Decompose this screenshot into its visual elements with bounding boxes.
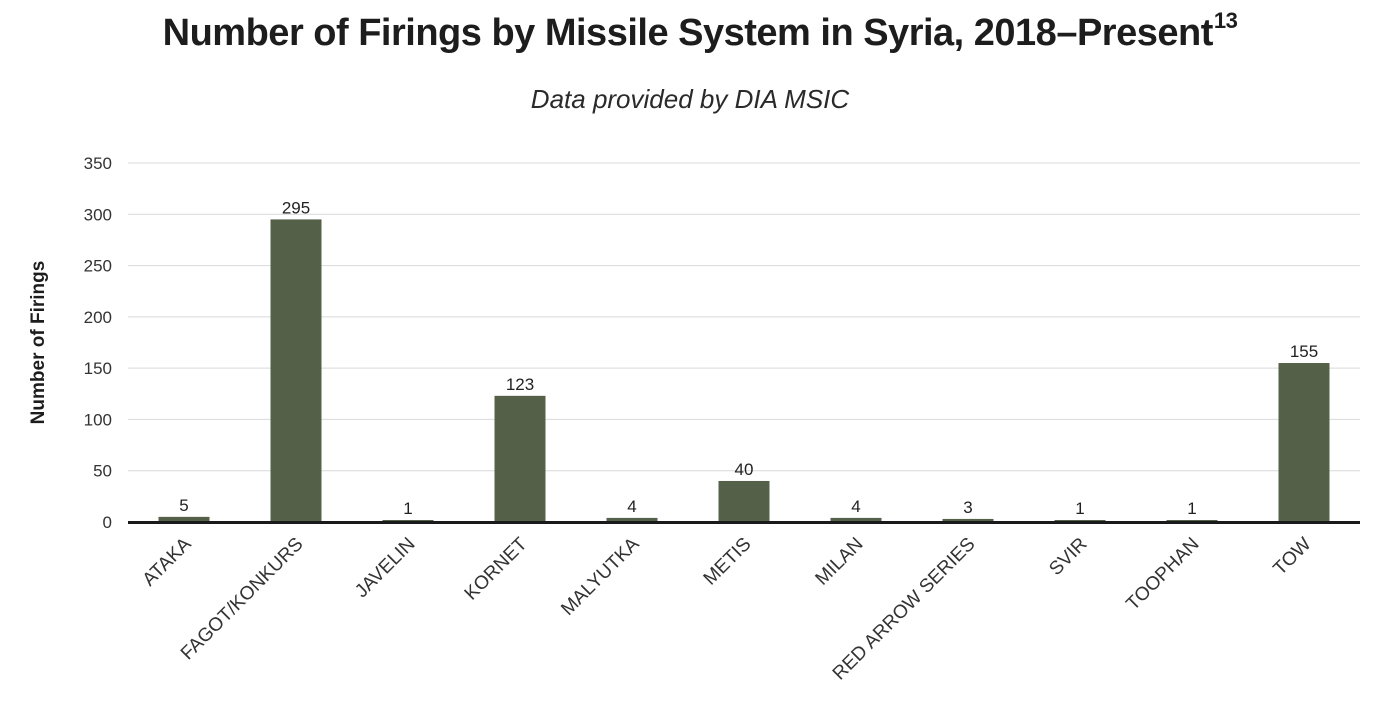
bar [942,518,994,522]
y-axis-ticks: 0 50 100 150 200 250 300 350 [84,154,112,532]
data-label: 1 [1187,499,1196,518]
chart-subtitle: Data provided by DIA MSIC [530,84,850,114]
data-label: 4 [851,497,860,516]
y-tick-label: 250 [84,257,112,276]
x-tick-label: KORNET [461,533,532,604]
data-label: 1 [1075,499,1084,518]
y-tick-label: 150 [84,359,112,378]
data-label: 123 [506,375,534,394]
bar [830,517,882,522]
y-axis-label: Number of Firings [28,261,49,425]
bar [270,219,322,522]
x-tick-label: MILAN [812,534,868,590]
y-tick-label: 50 [93,462,112,481]
data-label: 5 [179,496,188,515]
bar [158,516,210,522]
bar [606,517,658,522]
bar [1278,363,1330,522]
bars [158,219,1330,522]
data-label: 1 [403,499,412,518]
data-label: 295 [282,198,310,217]
y-tick-label: 200 [84,308,112,327]
bar [718,480,770,522]
data-label: 155 [1290,342,1318,361]
gridlines [128,162,1360,472]
y-tick-label: 350 [84,154,112,173]
y-tick-label: 0 [103,513,112,532]
title-footnote: 13 [1213,8,1238,34]
x-tick-label: TOOPHAN [1122,534,1203,615]
y-tick-label: 300 [84,205,112,224]
x-tick-label: MALYUTKA [557,533,644,620]
bar [494,395,546,522]
x-tick-label: JAVELIN [351,534,419,602]
chart-title: Number of Firings by Missile System in S… [0,10,1400,55]
y-tick-label: 100 [84,410,112,429]
x-tick-label: ATAKA [139,533,196,590]
data-label: 4 [627,497,636,516]
x-tick-label: TOW [1270,534,1316,580]
data-labels: 5 295 1 123 4 40 4 3 1 1 155 [179,198,1318,518]
x-tick-label: METIS [700,534,756,590]
chart-title-text: Number of Firings by Missile System in S… [162,12,1214,54]
x-tick-label: SVIR [1045,534,1091,580]
data-label: 3 [963,498,972,517]
data-label: 40 [735,460,754,479]
x-tick-label: FAGOT/KONKURS [177,534,308,665]
